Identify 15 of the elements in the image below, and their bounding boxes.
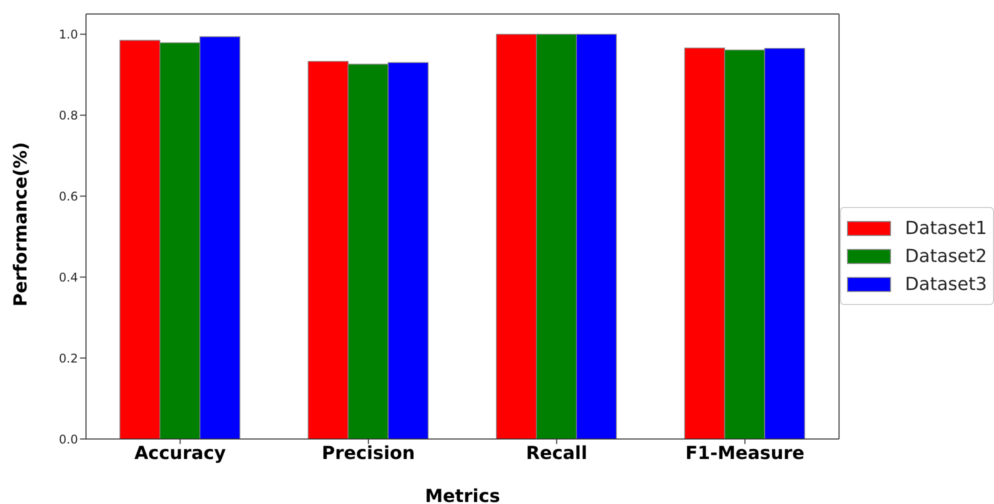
x-tick-label: Accuracy	[134, 442, 226, 464]
x-tick-label: Recall	[526, 442, 588, 464]
y-tick-label: 0.2	[58, 351, 78, 366]
y-tick-label: 0.6	[58, 189, 78, 204]
y-axis-title: Performance(%)	[10, 142, 32, 306]
x-axis-title: Metrics	[424, 486, 500, 504]
legend-label: Dataset2	[905, 246, 987, 266]
x-tick-label: F1-Measure	[685, 442, 804, 464]
legend-label: Dataset1	[905, 218, 987, 238]
y-tick-label: 0.4	[58, 270, 78, 284]
x-tick-label: Precision	[322, 442, 415, 464]
y-tick-label: 1.0	[58, 28, 78, 42]
legend-label: Dataset3	[905, 274, 987, 294]
y-tick-label: 0.0	[58, 432, 78, 446]
y-tick-label: 0.8	[58, 108, 78, 122]
